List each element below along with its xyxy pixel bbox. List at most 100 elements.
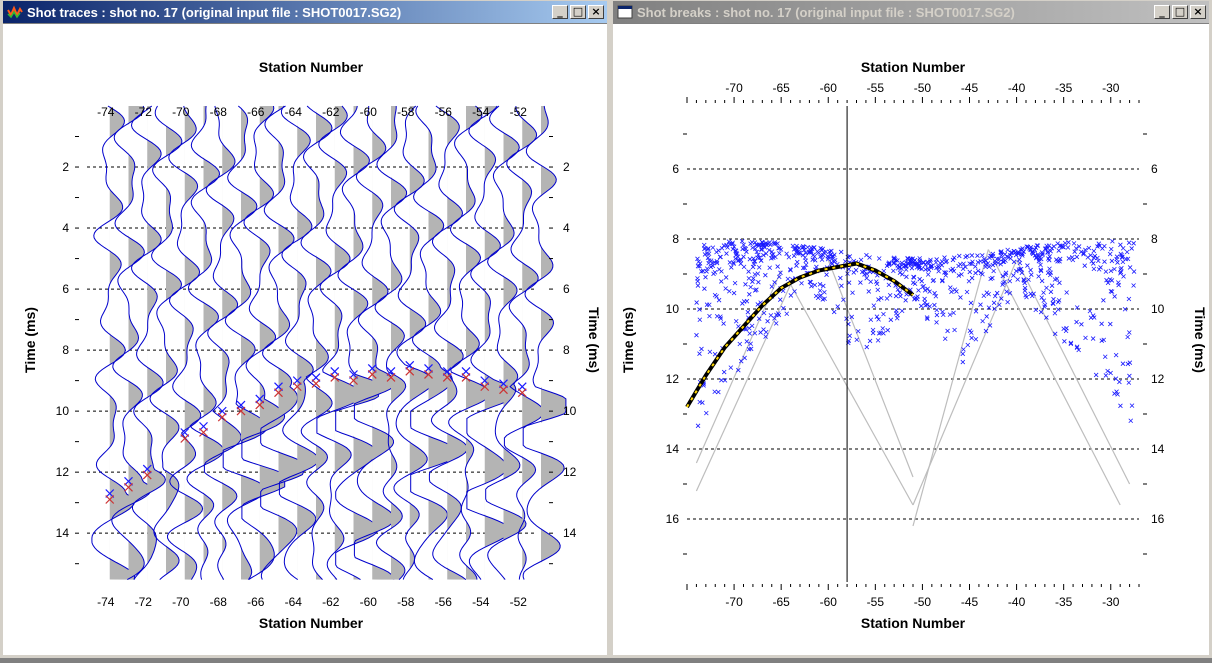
x-tick-label-top: -58 xyxy=(397,105,415,119)
scatter-point xyxy=(969,261,974,267)
scatter-point xyxy=(927,259,933,264)
pick-cross xyxy=(367,369,377,379)
scatter-point xyxy=(1109,258,1115,264)
scatter-cross xyxy=(847,333,852,339)
scatter-cross xyxy=(755,242,760,248)
maximize-button[interactable]: □ xyxy=(570,5,586,19)
scatter-point xyxy=(1118,269,1124,275)
scatter-point xyxy=(1091,248,1097,254)
shot-breaks-titlebar[interactable]: Shot breaks : shot no. 17 (original inpu… xyxy=(613,1,1209,23)
travel-time-curve xyxy=(987,249,1121,506)
shot-breaks-plot-area[interactable]: Station Number Station Number Time (ms) … xyxy=(613,23,1209,655)
scatter-point xyxy=(975,260,981,265)
scatter-point xyxy=(1071,241,1077,246)
close-button[interactable]: × xyxy=(1190,5,1206,19)
scatter-point xyxy=(1016,250,1021,256)
scatter-cross xyxy=(1025,263,1030,268)
scatter-cross xyxy=(772,240,778,245)
scatter-point xyxy=(1046,256,1051,261)
scatter-cross xyxy=(1127,373,1132,379)
scatter-cross xyxy=(864,252,869,258)
scatter-cross xyxy=(919,266,924,272)
scatter-point xyxy=(1127,373,1132,379)
scatter-point xyxy=(1028,267,1033,273)
scatter-cross xyxy=(1112,294,1117,299)
shot-breaks-window[interactable]: Shot breaks : shot no. 17 (original inpu… xyxy=(610,0,1212,658)
scatter-cross xyxy=(751,276,756,281)
scatter-point xyxy=(803,258,809,263)
scatter-cross xyxy=(905,255,910,261)
scatter-cross xyxy=(750,279,755,284)
scatter-cross xyxy=(800,245,805,250)
scatter-cross xyxy=(768,242,773,248)
scatter-cross xyxy=(940,278,945,283)
scatter-cross xyxy=(944,258,949,264)
scatter-cross xyxy=(1051,296,1056,302)
trace-fill xyxy=(184,106,203,580)
scatter-point xyxy=(738,257,744,263)
scatter-point xyxy=(712,351,718,357)
scatter-point xyxy=(814,264,819,270)
scatter-point xyxy=(718,314,723,319)
scatter-point xyxy=(1047,254,1052,259)
scatter-point xyxy=(1099,338,1105,343)
scatter-point xyxy=(1055,241,1061,246)
shot-traces-window[interactable]: Shot traces : shot no. 17 (original inpu… xyxy=(0,0,610,658)
scatter-point xyxy=(1103,373,1109,378)
shot-traces-titlebar[interactable]: Shot traces : shot no. 17 (original inpu… xyxy=(3,1,607,23)
scatter-cross xyxy=(772,280,777,285)
scatter-point xyxy=(695,283,701,288)
scatter-cross xyxy=(978,302,983,307)
scatter-cross xyxy=(1091,248,1097,254)
scatter-cross xyxy=(1131,241,1136,246)
scatter-point xyxy=(876,256,882,261)
scatter-point xyxy=(908,256,914,262)
scatter-point xyxy=(921,260,926,266)
scatter-point xyxy=(965,342,971,348)
scatter-point xyxy=(1131,241,1136,246)
scatter-cross xyxy=(826,255,831,260)
scatter-point xyxy=(932,302,937,308)
scatter-cross xyxy=(753,246,758,252)
scatter-cross xyxy=(1038,268,1044,274)
scatter-cross xyxy=(969,335,974,341)
y-tick-label-right: 12 xyxy=(563,465,577,479)
scatter-cross xyxy=(973,270,978,276)
scatter-cross xyxy=(990,253,996,259)
scatter-cross xyxy=(716,267,722,272)
selected-picks-outline xyxy=(685,261,915,409)
scatter-point xyxy=(895,287,901,292)
scatter-point xyxy=(1122,306,1128,312)
scatter-point xyxy=(756,279,761,285)
scatter-point xyxy=(1068,341,1074,347)
scatter-cross xyxy=(835,304,841,309)
close-button[interactable]: × xyxy=(588,5,604,19)
shot-traces-chart: Station Number Station Number Time (ms) … xyxy=(22,59,602,631)
scatter-point xyxy=(727,288,732,294)
scatter-point xyxy=(753,246,758,252)
scatter-point xyxy=(992,261,998,266)
scatter-point xyxy=(986,305,992,310)
scatter-cross xyxy=(1041,290,1046,295)
scatter-point xyxy=(1055,299,1061,305)
scatter-cross xyxy=(874,281,880,287)
scatter-point xyxy=(694,300,699,305)
minimize-button[interactable]: _ xyxy=(1154,5,1170,19)
scatter-point xyxy=(939,278,945,284)
shot-traces-plot-area[interactable]: Station Number Station Number Time (ms) … xyxy=(3,23,607,655)
maximize-button[interactable]: □ xyxy=(1172,5,1188,19)
scatter-cross xyxy=(942,336,948,342)
scatter-cross xyxy=(1074,344,1080,350)
scatter-cross xyxy=(1070,257,1076,263)
minimize-button[interactable]: _ xyxy=(552,5,568,19)
scatter-point xyxy=(1125,334,1130,340)
scatter-point xyxy=(1074,319,1079,325)
scatter-point xyxy=(969,253,975,258)
scatter-point xyxy=(1016,249,1021,255)
scatter-cross xyxy=(1003,270,1009,276)
scatter-cross xyxy=(1005,247,1010,253)
scatter-point xyxy=(756,316,762,321)
scatter-point xyxy=(1112,266,1117,272)
scatter-cross xyxy=(819,248,825,253)
scatter-point xyxy=(1102,354,1108,360)
